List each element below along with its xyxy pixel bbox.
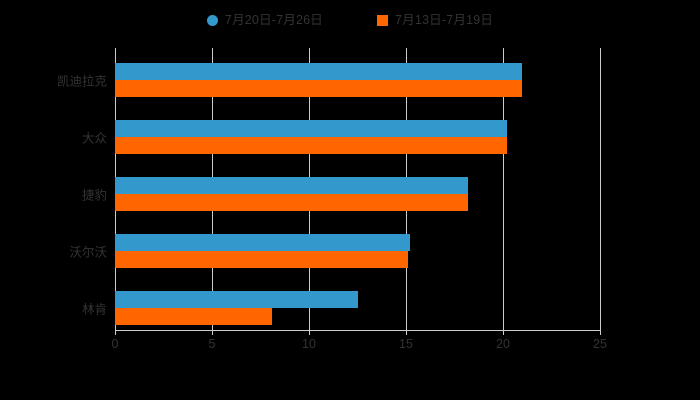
gridline-20 [503, 48, 504, 330]
y-axis-label-0: 凯迪拉克 [56, 74, 107, 89]
x-axis-label-0: 0 [111, 337, 119, 351]
bar-series-2-cat-3[interactable] [115, 251, 408, 268]
x-axis-label-15: 15 [399, 337, 413, 351]
x-axis-tick-10 [309, 330, 310, 335]
x-axis-label-10: 10 [302, 337, 316, 351]
bar-series-1-cat-2[interactable] [115, 177, 469, 194]
x-axis-tick-20 [503, 330, 504, 335]
x-axis-tick-25 [600, 330, 601, 335]
y-axis-label-2: 捷豹 [81, 188, 107, 203]
bar-series-1-cat-4[interactable] [115, 291, 358, 308]
legend-marker-square-icon [377, 14, 388, 26]
legend-label-series-1: 7月20日-7月26日 [224, 12, 323, 27]
gridline-25 [600, 48, 601, 330]
x-axis-label-20: 20 [496, 337, 510, 351]
x-axis-tick-0 [115, 330, 116, 335]
plot-area [115, 48, 601, 330]
y-axis-labels: 凯迪拉克 大众 捷豹 沃尔沃 林肯 [0, 0, 107, 400]
x-axis-label-25: 25 [593, 337, 607, 351]
bar-series-1-cat-3[interactable] [115, 234, 410, 251]
x-axis-label-5: 5 [208, 337, 216, 351]
x-axis-tick-15 [406, 330, 407, 335]
y-axis-label-4: 林肯 [81, 302, 107, 317]
bar-series-1-cat-0[interactable] [115, 63, 523, 80]
bar-series-2-cat-0[interactable] [115, 80, 523, 97]
legend-item-series-2[interactable]: 7月13日-7月19日 [377, 14, 493, 27]
x-axis-tick-5 [212, 330, 213, 335]
legend-label-series-2: 7月13日-7月19日 [395, 12, 494, 27]
legend-item-series-1[interactable]: 7月20日-7月26日 [206, 12, 323, 27]
x-axis-line [115, 330, 601, 331]
bar-series-1-cat-1[interactable] [115, 120, 507, 137]
bar-series-2-cat-2[interactable] [115, 194, 469, 211]
y-axis-label-3: 沃尔沃 [69, 245, 107, 260]
legend-marker-circle-icon [206, 14, 218, 26]
chart-legend: 7月20日-7月26日 7月13日-7月19日 [0, 8, 700, 32]
y-axis-label-1: 大众 [81, 131, 107, 146]
bar-series-2-cat-4[interactable] [115, 308, 273, 325]
bar-series-2-cat-1[interactable] [115, 137, 507, 154]
